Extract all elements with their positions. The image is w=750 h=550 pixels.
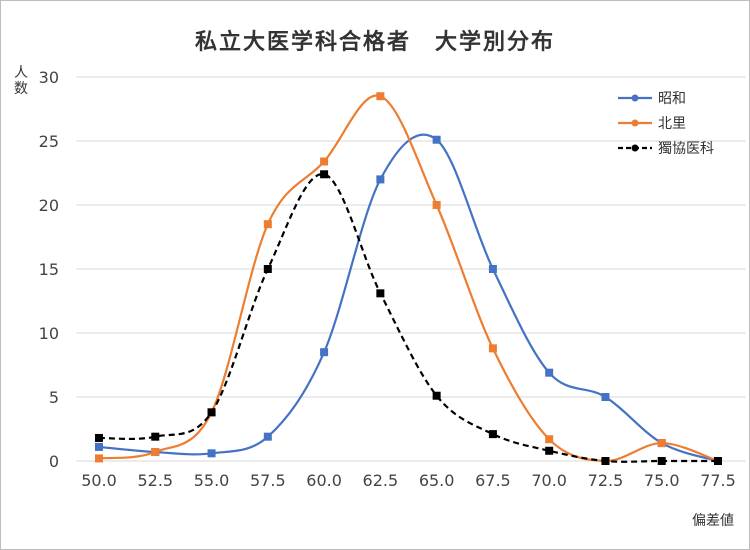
y-tick-labels: 0 5 10 15 20 25 30 — [39, 68, 59, 471]
y-tick-label: 15 — [39, 260, 59, 279]
x-tick-label: 52.5 — [137, 471, 173, 490]
data-point — [376, 289, 385, 298]
y-tick-label: 20 — [39, 196, 59, 215]
series-line — [98, 133, 719, 463]
data-point — [545, 435, 554, 444]
data-point — [207, 408, 216, 417]
series-group — [95, 92, 722, 465]
x-tick-label: 62.5 — [363, 471, 399, 490]
data-point — [320, 170, 329, 179]
data-point — [95, 454, 103, 463]
x-tick-label: 72.5 — [588, 471, 624, 490]
legend-label: 昭和 — [658, 91, 686, 107]
x-tick-label: 60.0 — [306, 471, 342, 490]
data-point — [376, 92, 385, 101]
data-point — [151, 448, 160, 457]
data-point — [151, 432, 160, 441]
x-axis-label: 偏差値 — [692, 513, 734, 529]
y-tick-label: 0 — [49, 452, 59, 471]
data-point — [432, 135, 441, 144]
data-point — [545, 446, 554, 455]
data-point — [320, 157, 329, 166]
legend-label: 獨協医科 — [658, 141, 714, 157]
y-tick-label: 25 — [39, 132, 59, 151]
data-point — [601, 457, 610, 465]
data-point — [545, 368, 554, 377]
legend-swatch-marker — [631, 94, 639, 102]
x-tick-label: 65.0 — [419, 471, 455, 490]
x-tick-label: 50.0 — [81, 471, 117, 490]
chart-title: 私立大医学科合格者 大学別分布 — [195, 29, 555, 55]
data-point — [95, 442, 103, 451]
data-point — [488, 430, 497, 439]
y-axis-label-char: 人 — [14, 65, 28, 81]
gridlines — [76, 76, 746, 462]
data-point — [657, 457, 666, 465]
data-point — [263, 265, 272, 273]
y-axis-label-char: 数 — [14, 81, 28, 97]
series-3 — [95, 170, 722, 465]
data-point — [601, 393, 610, 401]
data-point — [488, 344, 497, 353]
data-point — [488, 265, 497, 273]
x-tick-label: 67.5 — [475, 471, 511, 490]
data-point — [432, 391, 441, 400]
legend-item: 獨協医科 — [618, 141, 714, 157]
series-line — [98, 173, 718, 463]
y-tick-label: 5 — [49, 388, 59, 407]
x-tick-label: 70.0 — [531, 471, 567, 490]
legend-item: 北里 — [618, 116, 686, 132]
x-tick-label: 55.0 — [194, 471, 230, 490]
legend-swatch-marker — [631, 144, 639, 152]
y-axis-label: 人数 — [14, 65, 28, 97]
data-point — [263, 432, 272, 441]
data-point — [207, 449, 216, 458]
data-point — [320, 348, 329, 357]
data-point — [95, 433, 103, 442]
x-tick-label: 77.5 — [700, 471, 736, 490]
y-tick-label: 10 — [39, 324, 59, 343]
y-tick-label: 30 — [39, 68, 59, 87]
legend-swatch-marker — [631, 119, 639, 127]
data-point — [263, 220, 272, 229]
x-tick-labels: 50.0 52.5 55.0 57.5 60.0 62.5 65.0 67.5 70.0 72.5… — [81, 471, 736, 490]
series-1 — [95, 133, 722, 465]
legend-label: 北里 — [658, 116, 686, 132]
series-line — [98, 94, 719, 463]
data-point — [432, 201, 441, 209]
x-tick-label: 75.0 — [644, 471, 680, 490]
legend-item: 昭和 — [618, 91, 686, 107]
data-point — [657, 439, 666, 448]
data-point — [376, 175, 385, 184]
x-tick-label: 57.5 — [250, 471, 286, 490]
data-point — [714, 457, 722, 465]
